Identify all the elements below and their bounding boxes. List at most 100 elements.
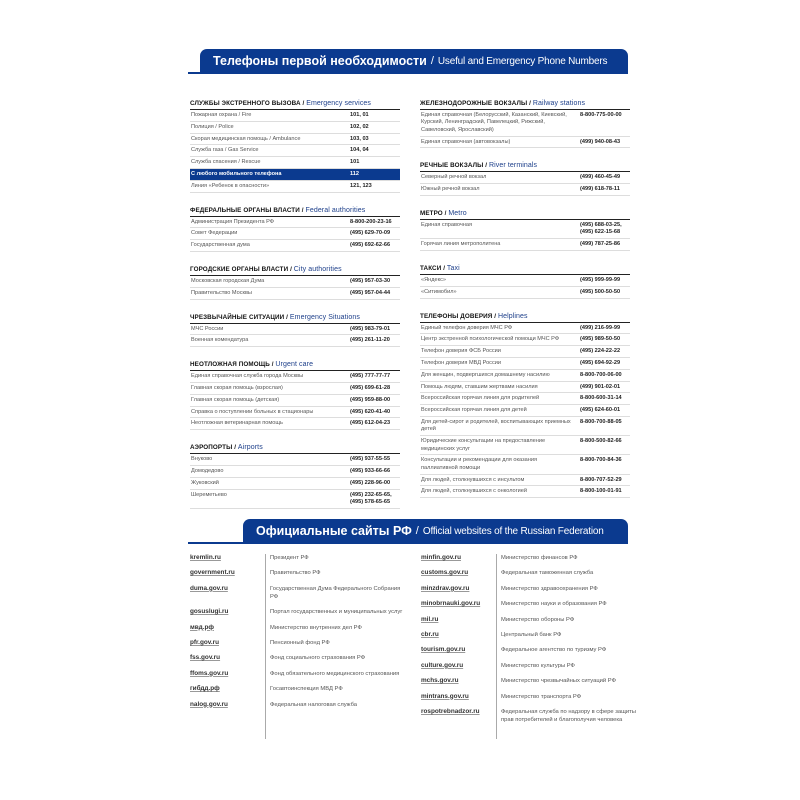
website-link[interactable]: tourism.gov.ru: [421, 646, 466, 654]
phone-section: РЕЧНЫЕ ВОКЗАЛЫ / River terminals Северный…: [420, 162, 630, 196]
phone-number[interactable]: (495) 261-11-20: [350, 337, 390, 344]
phone-number[interactable]: 8-800-700-84-36: [580, 457, 622, 464]
phone-number[interactable]: (495) 777-77-77: [350, 373, 391, 380]
section-title-separator: /: [269, 361, 276, 369]
phone-number[interactable]: (495) 629-70-09: [350, 230, 391, 237]
phone-row: Внуково (495) 937-55-55: [190, 454, 400, 466]
website-description: Государственная Дума Федерального Собран…: [270, 585, 401, 600]
phone-number[interactable]: (495) 999-99-99: [580, 277, 621, 283]
phone-number[interactable]: 8-800-100-01-91: [580, 488, 622, 495]
phone-number[interactable]: (495) 228-96-00: [350, 479, 391, 486]
phones-title-ru: Телефоны первой необходимости: [213, 54, 427, 68]
website-link[interactable]: pfr.gov.ru: [190, 638, 219, 646]
section-heading: МЕТРО / Metro: [420, 210, 630, 220]
phone-number[interactable]: (499) 940-08-43: [580, 138, 621, 145]
service-name: Для людей, столкнувшихся с инсультом: [421, 476, 525, 483]
website-link[interactable]: duma.gov.ru: [190, 584, 228, 592]
website-link[interactable]: kremlin.ru: [190, 554, 221, 561]
phone-row: Всероссийская горячая линия для детей (49…: [420, 405, 630, 417]
service-name: Скорая медицинская помощь / Ambulance: [191, 135, 301, 142]
website-item: ffoms.gov.ru Фонд обязательного медицинск…: [190, 670, 405, 678]
website-link[interactable]: minobrnauki.gov.ru: [421, 600, 481, 608]
phone-number[interactable]: (499) 460-45-49: [580, 174, 621, 181]
phone-number[interactable]: (495) 224-22-22: [580, 348, 621, 355]
phone-number[interactable]: 8-800-700-88-05: [580, 418, 622, 425]
website-link[interactable]: гибдд.рф: [190, 685, 220, 693]
phone-number[interactable]: (495) 983-79-01: [350, 325, 391, 332]
phone-number[interactable]: (495) 624-60-01: [580, 407, 621, 414]
service-name: Горячая линия метрополитена: [421, 241, 501, 248]
phone-number[interactable]: 8-800-600-31-14: [580, 395, 622, 402]
phone-number[interactable]: 104, 04: [350, 147, 369, 154]
website-link[interactable]: cbr.ru: [421, 630, 439, 638]
website-link[interactable]: minfin.gov.ru: [421, 554, 461, 561]
website-link[interactable]: rospotrebnadzor.ru: [421, 707, 480, 715]
phone-number[interactable]: (495) 959-88-00: [350, 396, 391, 403]
section-title-en: Railway stations: [532, 100, 586, 107]
phone-number[interactable]: 8-800-707-52-29: [580, 476, 622, 483]
section-title-en: Emergency Situations: [289, 313, 360, 321]
service-name: Для людей, столкнувшихся с онкологией: [421, 488, 528, 495]
phone-number[interactable]: (495) 989-50-50: [580, 336, 621, 343]
phone-number[interactable]: 121, 123: [350, 182, 372, 189]
phone-number[interactable]: (495) 620-41-40: [350, 408, 391, 415]
website-description: Центральный банк РФ: [501, 631, 562, 638]
website-item: kremlin.ru Президент РФ: [190, 554, 405, 562]
phones-banner: Телефоны первой необходимости / Useful a…: [200, 49, 628, 73]
section-title-en: Emergency services: [306, 100, 372, 107]
service-name: Центр экстренной психологической помощи …: [421, 336, 560, 343]
website-link[interactable]: nalog.gov.ru: [190, 700, 228, 708]
phone-number[interactable]: (495) 699-61-28: [350, 384, 391, 391]
service-name: Единый телефон доверия МЧС РФ: [421, 324, 513, 331]
websites-divider: [188, 542, 628, 544]
website-link[interactable]: gosuslugi.ru: [190, 608, 229, 616]
section-title-ru: ЧРЕЗВЫЧАЙНЫЕ СИТУАЦИИ: [190, 313, 285, 321]
website-link[interactable]: culture.gov.ru: [421, 661, 464, 669]
phone-number[interactable]: (499) 901-02-01: [580, 383, 621, 390]
phone-number[interactable]: (499) 618-78-11: [580, 186, 620, 193]
phone-number[interactable]: 8-800-775-00-00: [580, 112, 622, 118]
service-name: Главная скорая помощь (детская): [191, 396, 280, 403]
phone-number[interactable]: (495) 957-04-44: [350, 289, 391, 296]
website-description: Федеральная служба по надзору в сфере за…: [501, 708, 636, 723]
phone-number[interactable]: (495) 694-92-29: [580, 359, 621, 366]
website-link[interactable]: mintrans.gov.ru: [421, 692, 469, 700]
phone-number[interactable]: (499) 787-25-86: [580, 241, 621, 248]
website-link[interactable]: fss.gov.ru: [190, 654, 221, 662]
section-title-en: City authorities: [293, 265, 342, 273]
website-link[interactable]: mchs.gov.ru: [421, 677, 459, 685]
phone-number[interactable]: 101: [350, 159, 360, 166]
service-name: Неотложная ветеринарная помощь: [191, 420, 283, 427]
phone-number[interactable]: 8-800-200-23-16: [350, 218, 392, 225]
phone-number[interactable]: (495) 692-62-66: [350, 242, 391, 249]
phone-number[interactable]: 101, 01: [350, 112, 369, 118]
website-link[interactable]: government.ru: [190, 569, 235, 577]
phone-number[interactable]: (495) 933-66-66: [350, 467, 391, 474]
phone-number[interactable]: (495) 612-04-23: [350, 420, 391, 427]
phone-number[interactable]: (495) 500-50-50: [580, 288, 621, 295]
phone-number[interactable]: 8-800-700-06-00: [580, 371, 622, 378]
website-item: nalog.gov.ru Федеральная налоговая служба: [190, 701, 405, 709]
website-link[interactable]: mil.ru: [421, 615, 439, 623]
website-link[interactable]: customs.gov.ru: [421, 569, 469, 577]
website-link[interactable]: minzdrav.gov.ru: [421, 584, 470, 592]
service-name: «Яндекс»: [421, 277, 447, 283]
phone-number[interactable]: 8-800-500-82-66: [580, 438, 622, 445]
phone-number[interactable]: (495) 937-55-55: [350, 456, 391, 463]
phone-number[interactable]: (495) 957-03-30: [350, 277, 391, 284]
section-title-separator: /: [492, 312, 498, 320]
website-link[interactable]: мвд.рф: [190, 623, 214, 631]
phone-number[interactable]: (499) 216-99-99: [580, 324, 621, 331]
website-description: Министерство чрезвычайных ситуаций РФ: [501, 678, 616, 685]
phones-title-en: Useful and Emergency Phone Numbers: [437, 55, 608, 67]
phone-number[interactable]: 103, 03: [350, 135, 369, 142]
section-title-separator: /: [527, 100, 533, 107]
phone-number[interactable]: 102, 02: [350, 123, 369, 130]
phone-row: Единая справочная (495) 688-03-25, (495) …: [420, 220, 630, 240]
phone-number[interactable]: (495) 232-65-65, (495) 578-65-65: [350, 491, 392, 505]
phone-number[interactable]: 112: [350, 170, 360, 177]
phone-row: Скорая медицинская помощь / Ambulance 103…: [190, 134, 400, 146]
phone-row: Домодедово (495) 933-66-66: [190, 466, 400, 478]
website-link[interactable]: ffoms.gov.ru: [190, 669, 229, 677]
phone-number[interactable]: (495) 688-03-25, (495) 622-15-68: [580, 222, 622, 236]
